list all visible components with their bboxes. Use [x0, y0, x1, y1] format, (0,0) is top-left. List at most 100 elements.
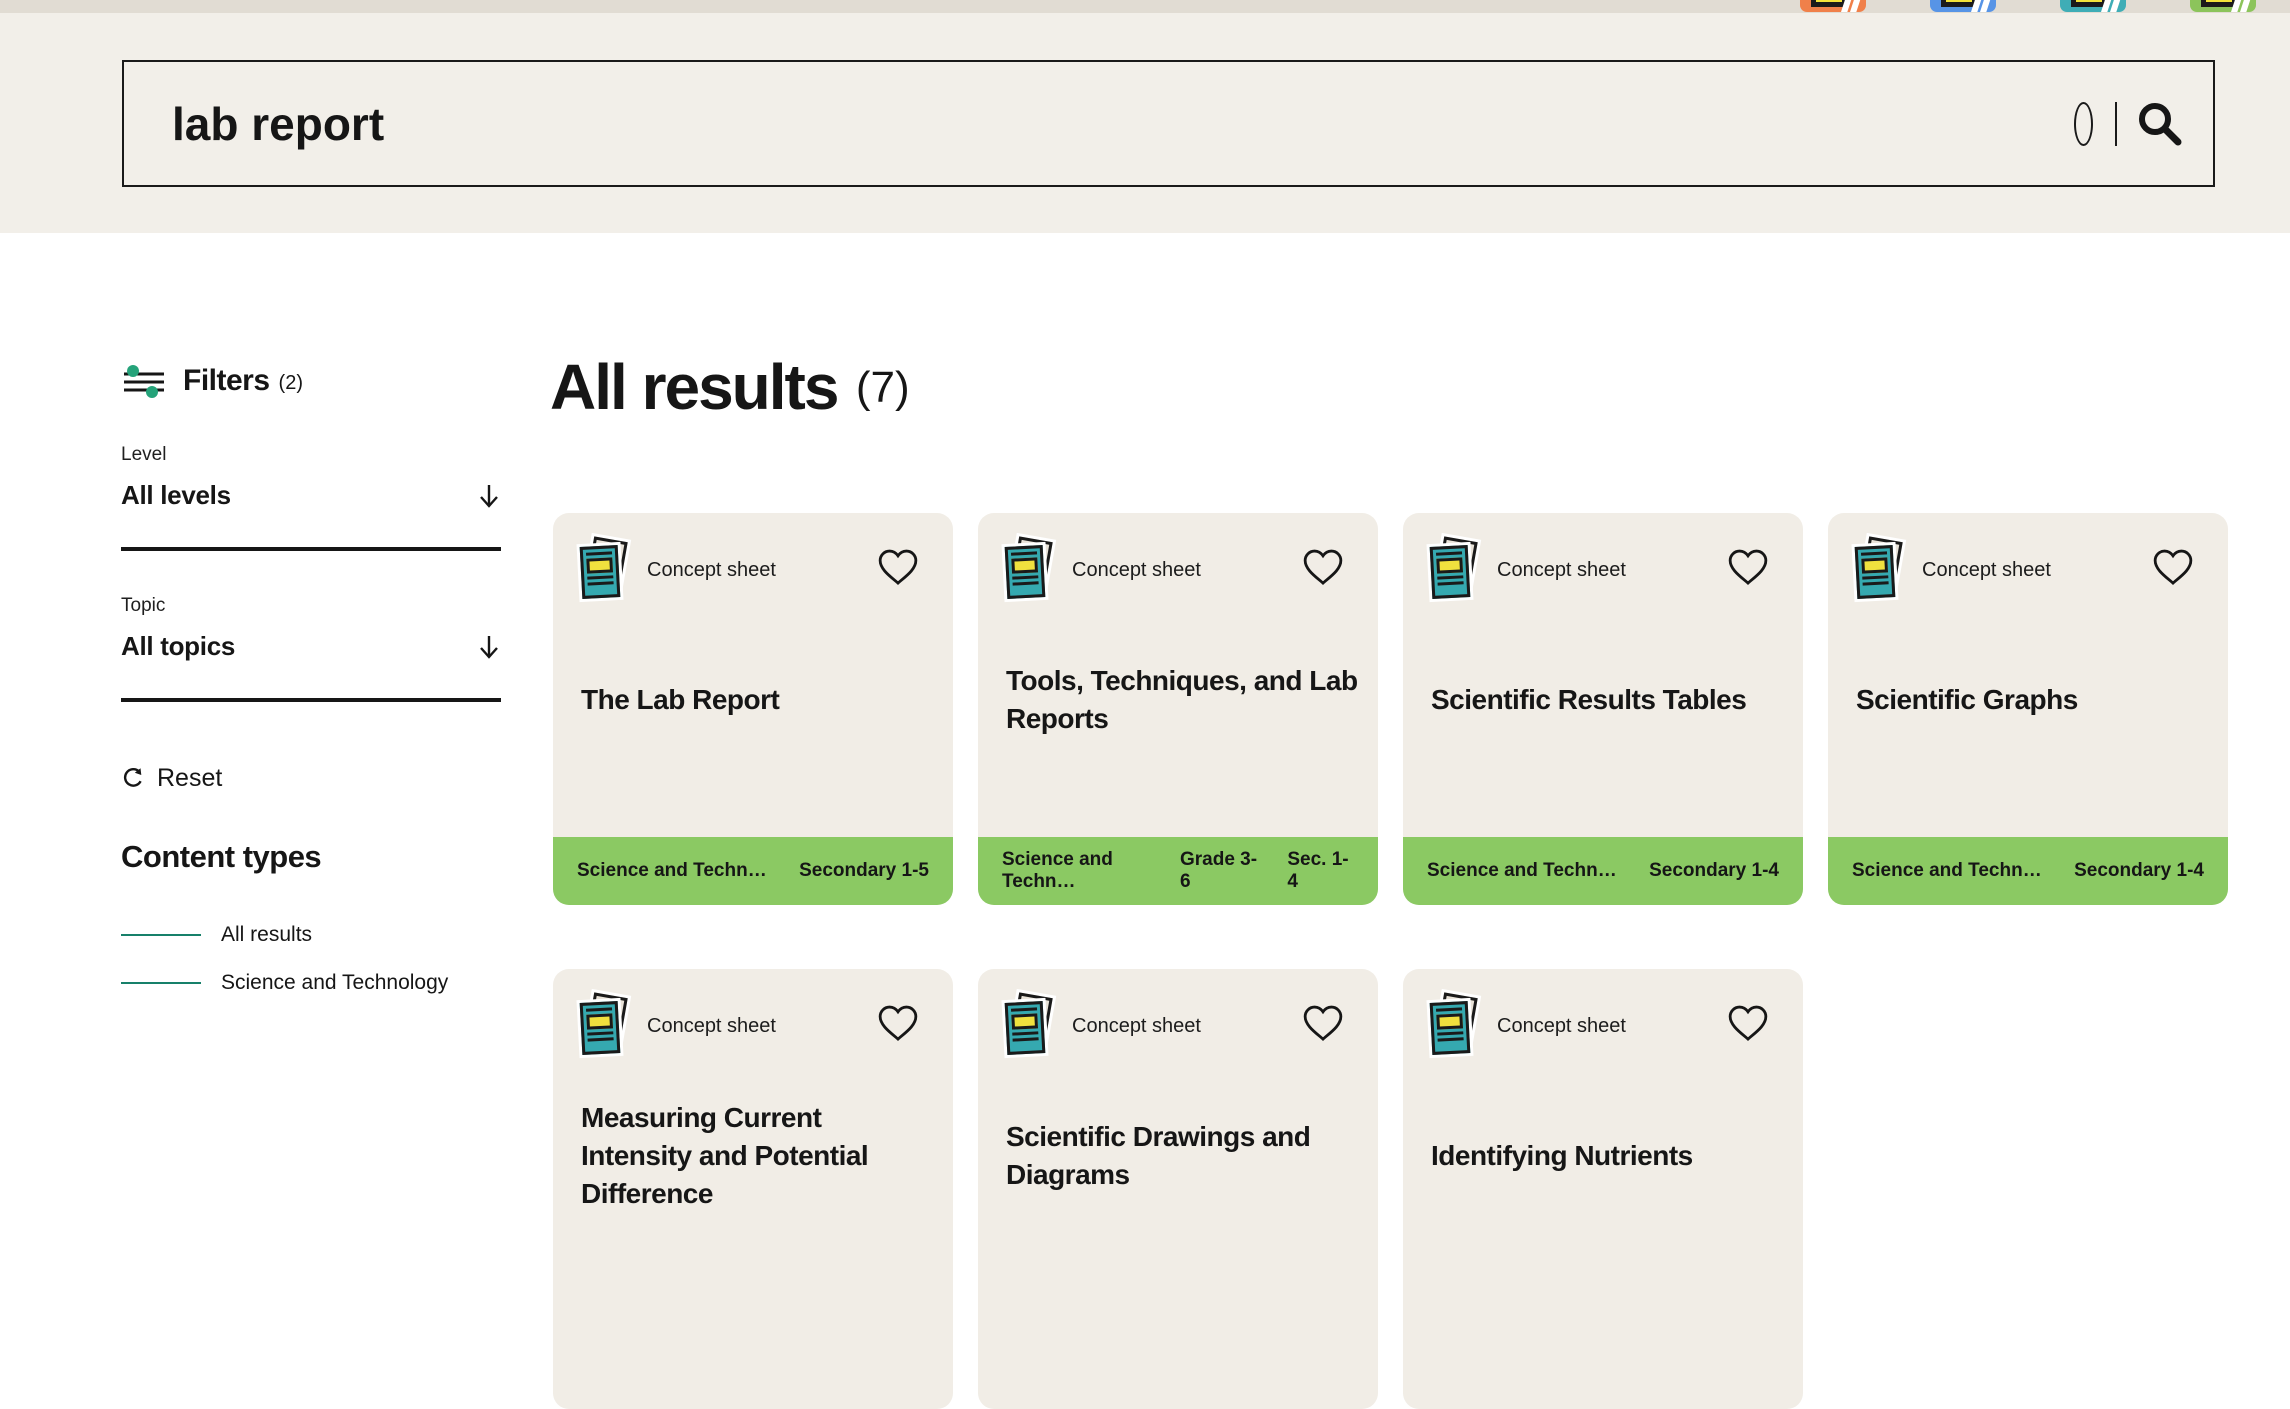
card-type-label: Concept sheet — [1072, 558, 1201, 581]
card-head: Concept sheet — [978, 513, 1378, 601]
concept-sheet-icon — [1004, 536, 1054, 601]
oval-indicator-icon — [2074, 101, 2093, 146]
notebook-icon[interactable] — [2060, 0, 2126, 12]
card-type-label: Concept sheet — [1497, 1014, 1626, 1037]
card-type-label: Concept sheet — [1497, 558, 1626, 581]
card-head: Concept sheet — [1403, 513, 1803, 601]
card-level: Grade 3-6 — [1179, 849, 1258, 892]
card-level: Secondary 1-4 — [2074, 860, 2204, 881]
result-card[interactable]: Concept sheet The Lab Report Science and… — [553, 513, 953, 905]
card-title-wrap: Scientific Results Tables — [1403, 601, 1803, 825]
results-row: Concept sheet The Lab Report Science and… — [553, 513, 2228, 905]
content-type-item[interactable]: All results — [121, 923, 501, 947]
card-title: Identifying Nutrients — [1431, 1140, 1693, 1171]
card-title-wrap: Measuring Current Intensity and Potentia… — [553, 1057, 953, 1281]
filters-header: Filters (2) — [121, 362, 501, 400]
card-level: Secondary 1-5 — [799, 860, 929, 881]
card-levels: Secondary 1-4 — [2074, 860, 2204, 882]
card-subject: Science and Techn… — [1852, 860, 2042, 881]
topic-dropdown[interactable]: All topics — [121, 631, 501, 662]
card-head: Concept sheet — [1828, 513, 2228, 601]
result-card[interactable]: Concept sheet Scientific Results Tables … — [1403, 513, 1803, 905]
card-subject: Science and Techn… — [1002, 849, 1113, 892]
level-dropdown-value: All levels — [121, 480, 231, 510]
reset-icon — [123, 767, 142, 787]
card-title: Tools, Techniques, and Lab Reports — [1006, 665, 1358, 734]
card-type-label: Concept sheet — [647, 1014, 776, 1037]
card-footer: Science and Techn… Secondary 1-4 — [1828, 837, 2228, 905]
card-levels: Grade 3-6 Sec. 1-4 — [1180, 849, 1354, 893]
result-card[interactable]: Concept sheet Identifying Nutrients — [1403, 969, 1803, 1409]
content-type-list: All results Science and Technology — [121, 923, 501, 995]
search-divider — [2115, 101, 2117, 146]
card-title: The Lab Report — [581, 684, 780, 715]
result-card[interactable]: Concept sheet Scientific Graphs Science … — [1828, 513, 2228, 905]
arrow-down-icon — [480, 635, 498, 659]
search-box — [122, 60, 2215, 187]
sliders-filter-icon — [124, 365, 164, 398]
concept-sheet-icon — [579, 536, 629, 601]
favorite-heart-icon[interactable] — [1727, 547, 1769, 587]
card-title: Scientific Graphs — [1856, 684, 2078, 715]
card-level: Sec. 1-4 — [1287, 849, 1349, 892]
notebook-icon[interactable] — [1800, 0, 1866, 12]
concept-sheet-icon — [1429, 536, 1479, 601]
divider — [121, 698, 501, 702]
favorite-heart-icon[interactable] — [1727, 1003, 1769, 1043]
card-type-label: Concept sheet — [1072, 1014, 1201, 1037]
filters-title: Filters — [183, 364, 270, 397]
card-head: Concept sheet — [553, 513, 953, 601]
search-button[interactable] — [2135, 99, 2185, 149]
search-input[interactable] — [124, 62, 2074, 185]
card-footer: Science and Techn… Grade 3-6 Sec. 1-4 — [978, 837, 1378, 905]
favorite-heart-icon[interactable] — [877, 547, 919, 587]
magnifier-icon — [2139, 102, 2182, 145]
arrow-down-icon — [480, 484, 498, 508]
favorite-heart-icon[interactable] — [2152, 547, 2194, 587]
filters-count: (2) — [278, 371, 303, 394]
search-band — [0, 13, 2290, 233]
card-title-wrap: Tools, Techniques, and Lab Reports — [978, 601, 1378, 825]
card-title-wrap: The Lab Report — [553, 601, 953, 825]
card-title-wrap: Scientific Drawings and Diagrams — [978, 1057, 1378, 1281]
divider — [121, 547, 501, 551]
top-strip — [0, 0, 2290, 13]
favorite-heart-icon[interactable] — [877, 1003, 919, 1043]
card-title: Scientific Results Tables — [1431, 684, 1747, 715]
card-head: Concept sheet — [978, 969, 1378, 1057]
content-type-item[interactable]: Science and Technology — [121, 971, 501, 995]
card-title-wrap: Identifying Nutrients — [1403, 1057, 1803, 1281]
result-card[interactable]: Concept sheet Measuring Current Intensit… — [553, 969, 953, 1409]
card-title-wrap: Scientific Graphs — [1828, 601, 2228, 825]
filter-label-topic: Topic — [121, 595, 166, 616]
card-footer: Science and Techn… Secondary 1-5 — [553, 837, 953, 905]
card-levels: Secondary 1-4 — [1649, 860, 1779, 882]
results-row: Concept sheet Measuring Current Intensit… — [553, 969, 1803, 1409]
concept-sheet-icon — [1854, 536, 1904, 601]
topic-dropdown-value: All topics — [121, 631, 236, 661]
card-title: Scientific Drawings and Diagrams — [1006, 1121, 1311, 1190]
result-card[interactable]: Concept sheet Scientific Drawings and Di… — [978, 969, 1378, 1409]
reset-button[interactable]: Reset — [121, 764, 271, 793]
content-type-label: Science and Technology — [221, 971, 449, 994]
concept-sheet-icon — [579, 992, 629, 1057]
concept-sheet-icon — [1004, 992, 1054, 1057]
card-head: Concept sheet — [553, 969, 953, 1057]
content-type-label: All results — [221, 923, 313, 946]
results-heading: All results (7) — [550, 350, 910, 424]
card-level: Secondary 1-4 — [1649, 860, 1779, 881]
favorite-heart-icon[interactable] — [1302, 547, 1344, 587]
card-type-label: Concept sheet — [1922, 558, 2051, 581]
result-card[interactable]: Concept sheet Tools, Techniques, and Lab… — [978, 513, 1378, 905]
card-footer: Science and Techn… Secondary 1-4 — [1403, 837, 1803, 905]
card-subject: Science and Techn… — [1427, 860, 1617, 881]
card-type-label: Concept sheet — [647, 558, 776, 581]
card-head: Concept sheet — [1403, 969, 1803, 1057]
content-types-title: Content types — [121, 839, 322, 874]
notebook-icon[interactable] — [2190, 0, 2256, 12]
content-type-dash — [121, 934, 201, 936]
content-type-dash — [121, 982, 201, 984]
level-dropdown[interactable]: All levels — [121, 480, 501, 511]
favorite-heart-icon[interactable] — [1302, 1003, 1344, 1043]
notebook-icon[interactable] — [1930, 0, 1996, 12]
